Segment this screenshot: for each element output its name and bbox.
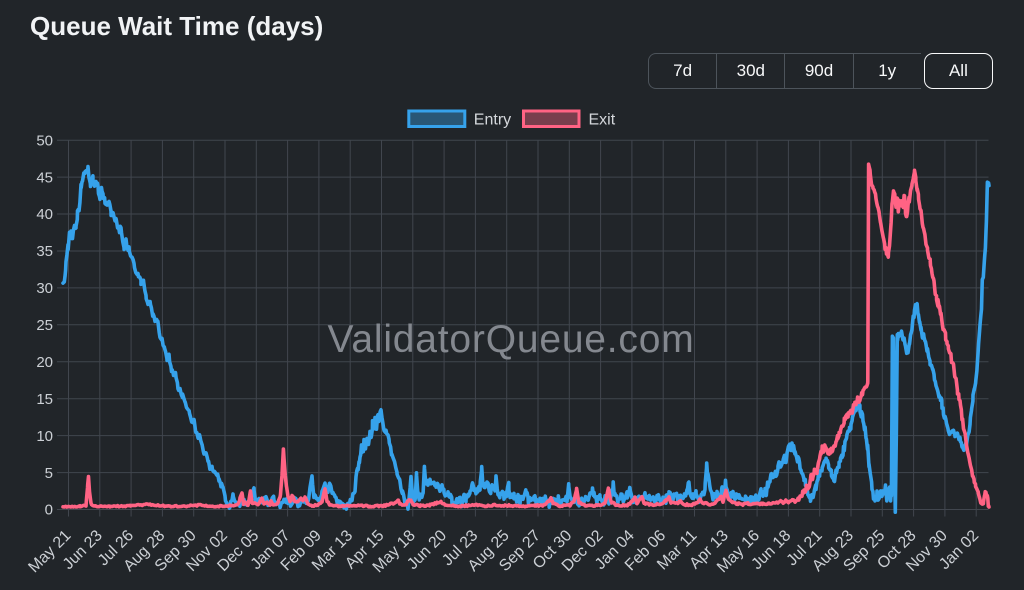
svg-text:35: 35 [36,243,53,260]
svg-text:15: 15 [36,391,53,408]
svg-text:45: 45 [36,169,53,186]
svg-text:20: 20 [36,354,53,371]
svg-text:Entry: Entry [474,112,511,129]
svg-text:30: 30 [36,280,53,297]
svg-text:5: 5 [45,465,53,482]
svg-text:10: 10 [36,428,53,445]
svg-text:50: 50 [36,132,53,149]
svg-text:ValidatorQueue.com: ValidatorQueue.com [327,318,694,361]
svg-text:Exit: Exit [589,112,616,129]
svg-text:25: 25 [36,317,53,334]
svg-text:40: 40 [36,206,53,223]
svg-text:0: 0 [45,502,53,519]
